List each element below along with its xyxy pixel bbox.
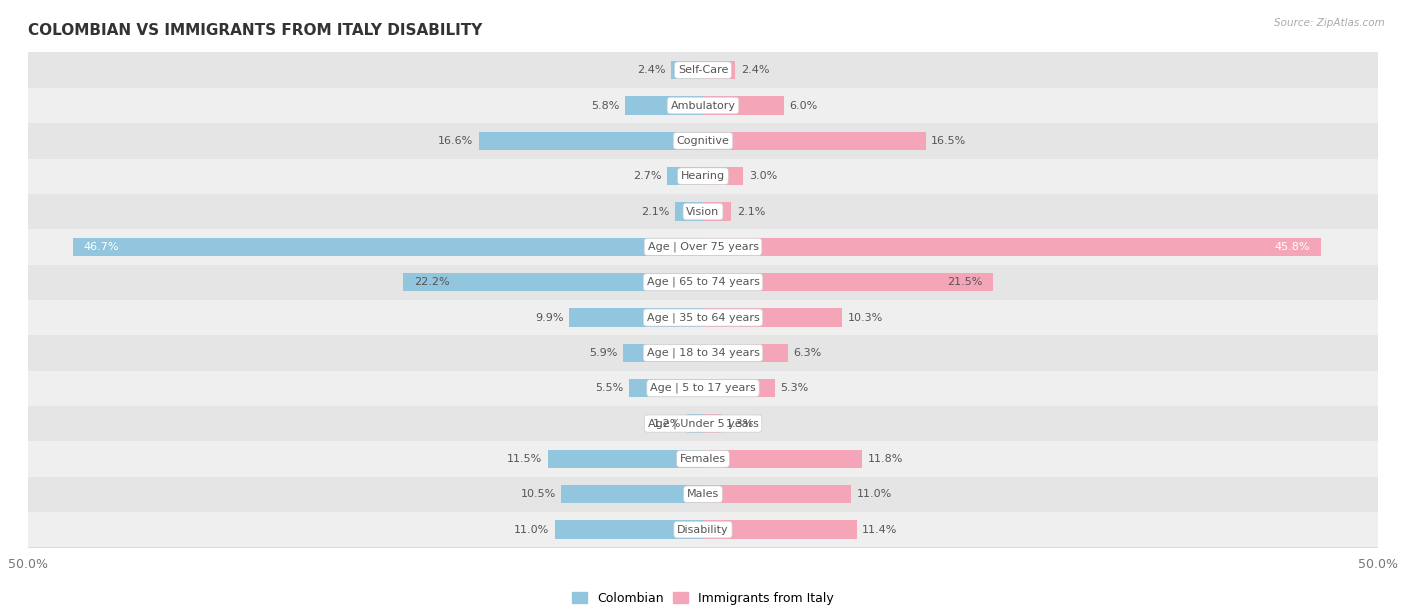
Text: 5.3%: 5.3% (780, 383, 808, 394)
Bar (28, 123, 1378, 159)
Text: Age | Over 75 years: Age | Over 75 years (648, 242, 758, 252)
Text: 10.3%: 10.3% (848, 313, 883, 323)
Bar (479, 132, 703, 150)
Text: 21.5%: 21.5% (948, 277, 983, 287)
Text: 2.1%: 2.1% (737, 206, 765, 217)
Bar (703, 485, 852, 504)
Bar (569, 308, 703, 327)
Text: 46.7%: 46.7% (83, 242, 120, 252)
Bar (703, 379, 775, 397)
Text: 3.0%: 3.0% (749, 171, 778, 181)
Text: 6.3%: 6.3% (793, 348, 821, 358)
Bar (703, 520, 856, 539)
Bar (623, 344, 703, 362)
Bar (686, 414, 703, 433)
Text: 11.0%: 11.0% (513, 524, 550, 535)
Text: Cognitive: Cognitive (676, 136, 730, 146)
Bar (28, 406, 1378, 441)
Bar (703, 167, 744, 185)
Bar (703, 414, 720, 433)
Bar (703, 308, 842, 327)
Bar (703, 237, 1322, 256)
Text: 10.5%: 10.5% (520, 489, 555, 499)
Bar (554, 520, 703, 539)
Bar (675, 203, 703, 221)
Text: 6.0%: 6.0% (789, 100, 818, 111)
Bar (404, 273, 703, 291)
Text: Source: ZipAtlas.com: Source: ZipAtlas.com (1274, 18, 1385, 28)
Bar (28, 512, 1378, 547)
Bar (28, 264, 1378, 300)
Text: 16.6%: 16.6% (439, 136, 474, 146)
Text: 11.5%: 11.5% (508, 454, 543, 464)
Text: Age | 18 to 34 years: Age | 18 to 34 years (647, 348, 759, 358)
Bar (703, 450, 862, 468)
Bar (28, 53, 1378, 88)
Text: 11.0%: 11.0% (856, 489, 893, 499)
Bar (28, 194, 1378, 230)
Bar (28, 300, 1378, 335)
Bar (703, 96, 785, 114)
Text: 2.7%: 2.7% (633, 171, 661, 181)
Text: Vision: Vision (686, 206, 720, 217)
Legend: Colombian, Immigrants from Italy: Colombian, Immigrants from Italy (572, 592, 834, 605)
Text: 11.4%: 11.4% (862, 524, 897, 535)
Bar (28, 159, 1378, 194)
Text: 2.4%: 2.4% (637, 65, 665, 75)
Bar (671, 61, 703, 80)
Bar (703, 61, 735, 80)
Text: COLOMBIAN VS IMMIGRANTS FROM ITALY DISABILITY: COLOMBIAN VS IMMIGRANTS FROM ITALY DISAB… (28, 23, 482, 38)
Text: 1.3%: 1.3% (725, 419, 754, 428)
Bar (624, 96, 703, 114)
Text: Age | 65 to 74 years: Age | 65 to 74 years (647, 277, 759, 288)
Text: 5.9%: 5.9% (589, 348, 619, 358)
Text: Age | 5 to 17 years: Age | 5 to 17 years (650, 383, 756, 394)
Text: Disability: Disability (678, 524, 728, 535)
Text: Females: Females (681, 454, 725, 464)
Bar (28, 88, 1378, 123)
Text: 45.8%: 45.8% (1275, 242, 1310, 252)
Bar (703, 203, 731, 221)
Bar (703, 132, 925, 150)
Text: 1.2%: 1.2% (652, 419, 682, 428)
Bar (28, 477, 1378, 512)
Bar (28, 370, 1378, 406)
Bar (28, 230, 1378, 264)
Bar (28, 335, 1378, 370)
Text: 5.5%: 5.5% (595, 383, 623, 394)
Text: 2.1%: 2.1% (641, 206, 669, 217)
Bar (28, 441, 1378, 477)
Text: 16.5%: 16.5% (931, 136, 966, 146)
Bar (703, 273, 993, 291)
Text: 5.8%: 5.8% (591, 100, 619, 111)
Bar (666, 167, 703, 185)
Text: 2.4%: 2.4% (741, 65, 769, 75)
Bar (703, 344, 787, 362)
Text: 11.8%: 11.8% (868, 454, 903, 464)
Text: Self-Care: Self-Care (678, 65, 728, 75)
Text: Hearing: Hearing (681, 171, 725, 181)
Text: Ambulatory: Ambulatory (671, 100, 735, 111)
Text: Age | Under 5 years: Age | Under 5 years (648, 419, 758, 429)
Bar (73, 237, 703, 256)
Bar (548, 450, 703, 468)
Text: 9.9%: 9.9% (536, 313, 564, 323)
Bar (561, 485, 703, 504)
Text: Males: Males (688, 489, 718, 499)
Text: Age | 35 to 64 years: Age | 35 to 64 years (647, 312, 759, 323)
Bar (628, 379, 703, 397)
Text: 22.2%: 22.2% (415, 277, 450, 287)
